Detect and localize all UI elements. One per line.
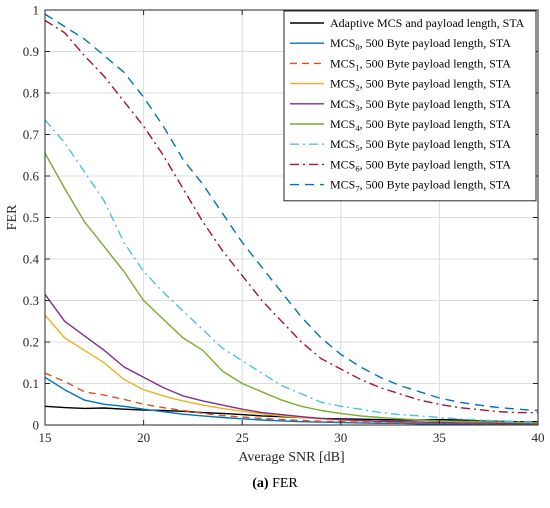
x-tick-label: 30 (334, 430, 347, 445)
y-axis-label: FER (5, 204, 20, 230)
series-line-2 (44, 372, 538, 425)
x-tick-label: 35 (433, 430, 446, 445)
legend-label-5: MCS4, 500 Byte payload length, STA (330, 117, 511, 133)
legend-label-8: MCS7, 500 Byte payload length, STA (330, 178, 511, 194)
y-tick-label: 0.4 (23, 252, 40, 267)
legend-label-4: MCS3, 500 Byte payload length, STA (330, 97, 511, 113)
x-tick-label: 20 (137, 430, 150, 445)
legend-label-7: MCS6, 500 Byte payload length, STA (330, 157, 511, 173)
series-line-7 (44, 19, 538, 414)
y-tick-label: 0.6 (23, 169, 40, 184)
y-tick-label: 0.1 (23, 376, 39, 391)
x-tick-label: 15 (39, 430, 52, 445)
y-tick-label: 1 (33, 3, 40, 18)
x-tick-label: 40 (532, 430, 545, 445)
y-tick-label: 0.2 (23, 335, 39, 350)
x-tick-label: 25 (236, 430, 249, 445)
y-tick-label: 0.9 (23, 44, 39, 59)
y-tick-label: 0.8 (23, 86, 39, 101)
legend-label-1: MCS0, 500 Byte payload length, STA (330, 36, 511, 52)
y-tick-label: 0.3 (23, 293, 39, 308)
y-tick-label: 0 (33, 418, 40, 433)
series-line-4 (44, 293, 538, 424)
caption-text: FER (272, 476, 298, 491)
series-line-6 (44, 119, 539, 423)
y-tick-label: 0.7 (23, 127, 40, 142)
legend-label-3: MCS2, 500 Byte payload length, STA (330, 77, 511, 93)
legend-label-0: Adaptive MCS and payload length, STA (330, 16, 525, 30)
legend-label-2: MCS1, 500 Byte payload length, STA (330, 56, 511, 72)
series-line-5 (44, 152, 539, 424)
legend-box (283, 10, 537, 202)
caption-panel-label: (a) (252, 476, 269, 491)
series-line-1 (44, 376, 538, 425)
legend-label-6: MCS5, 500 Byte payload length, STA (330, 137, 511, 153)
fer-chart: 15 20 25 30 35 40 0 0.1 0.2 0.3 0.4 0.5 0.6 0.7 0.8 0.9… (5, 3, 545, 466)
x-axis-label: Average SNR [dB] (238, 450, 344, 465)
figure-caption: (a) FER (0, 476, 550, 492)
y-tick-label: 0.5 (23, 210, 39, 225)
